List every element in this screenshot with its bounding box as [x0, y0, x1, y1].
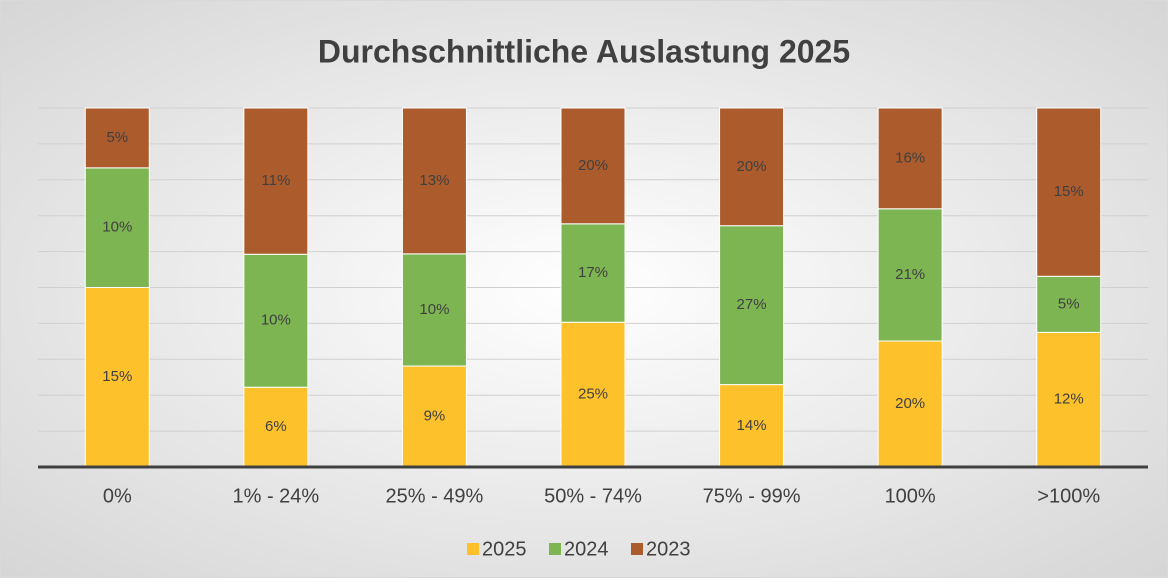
bar-segment	[1036, 331, 1102, 468]
data-label: 10%	[261, 312, 291, 329]
data-label: 5%	[106, 129, 128, 146]
bar-segment	[401, 365, 467, 468]
bar-segment	[719, 107, 785, 227]
data-label: 14%	[737, 417, 767, 434]
bar-segment	[719, 225, 785, 386]
x-tick-label: 100%	[885, 485, 936, 507]
data-label: 20%	[895, 395, 925, 412]
data-label: 6%	[265, 418, 287, 435]
bar-segment	[401, 107, 467, 255]
bar-segment	[243, 107, 309, 255]
data-label: 17%	[578, 264, 608, 281]
data-label: 5%	[1058, 295, 1080, 312]
bar-segment	[560, 223, 626, 323]
legend-label: 2025	[482, 538, 527, 560]
bar-segment	[84, 107, 150, 169]
bar-segment	[877, 340, 943, 468]
x-tick-label: 75% - 99%	[703, 485, 801, 507]
data-label: 20%	[578, 157, 608, 174]
x-tick-label: 1% - 24%	[232, 485, 319, 507]
bar-segment	[560, 107, 626, 225]
legend-swatch	[549, 543, 561, 555]
bar-segment	[1036, 107, 1102, 277]
data-label: 16%	[895, 149, 925, 166]
data-label: 10%	[102, 219, 132, 236]
x-tick-label: 50% - 74%	[544, 485, 642, 507]
data-label: 25%	[578, 386, 608, 403]
data-label: 12%	[1054, 391, 1084, 408]
legend-swatch	[467, 543, 479, 555]
x-tick-label: 0%	[103, 485, 132, 507]
x-tick-label: 25% - 49%	[386, 485, 484, 507]
data-label: 10%	[419, 301, 449, 318]
data-label: 13%	[419, 172, 449, 189]
bar-segment	[84, 287, 150, 468]
bar-segment	[401, 253, 467, 367]
data-label: 27%	[737, 296, 767, 313]
x-tick-label: >100%	[1037, 485, 1100, 507]
data-label: 15%	[1054, 183, 1084, 200]
data-label: 20%	[737, 158, 767, 175]
chart-title: Durchschnittliche Auslastung 2025	[318, 33, 850, 69]
bar-segment	[877, 107, 943, 210]
legend-swatch	[631, 543, 643, 555]
legend-label: 2023	[646, 538, 691, 560]
bar-segment	[877, 208, 943, 342]
bar-segment	[560, 321, 626, 468]
legend-label: 2024	[564, 538, 609, 560]
data-label: 9%	[424, 407, 446, 424]
bar-segment	[84, 167, 150, 288]
data-label: 11%	[261, 172, 290, 189]
data-label: 15%	[102, 368, 132, 385]
bar-segment	[243, 386, 309, 468]
bar-segment	[1036, 275, 1102, 333]
data-label: 21%	[895, 266, 925, 283]
